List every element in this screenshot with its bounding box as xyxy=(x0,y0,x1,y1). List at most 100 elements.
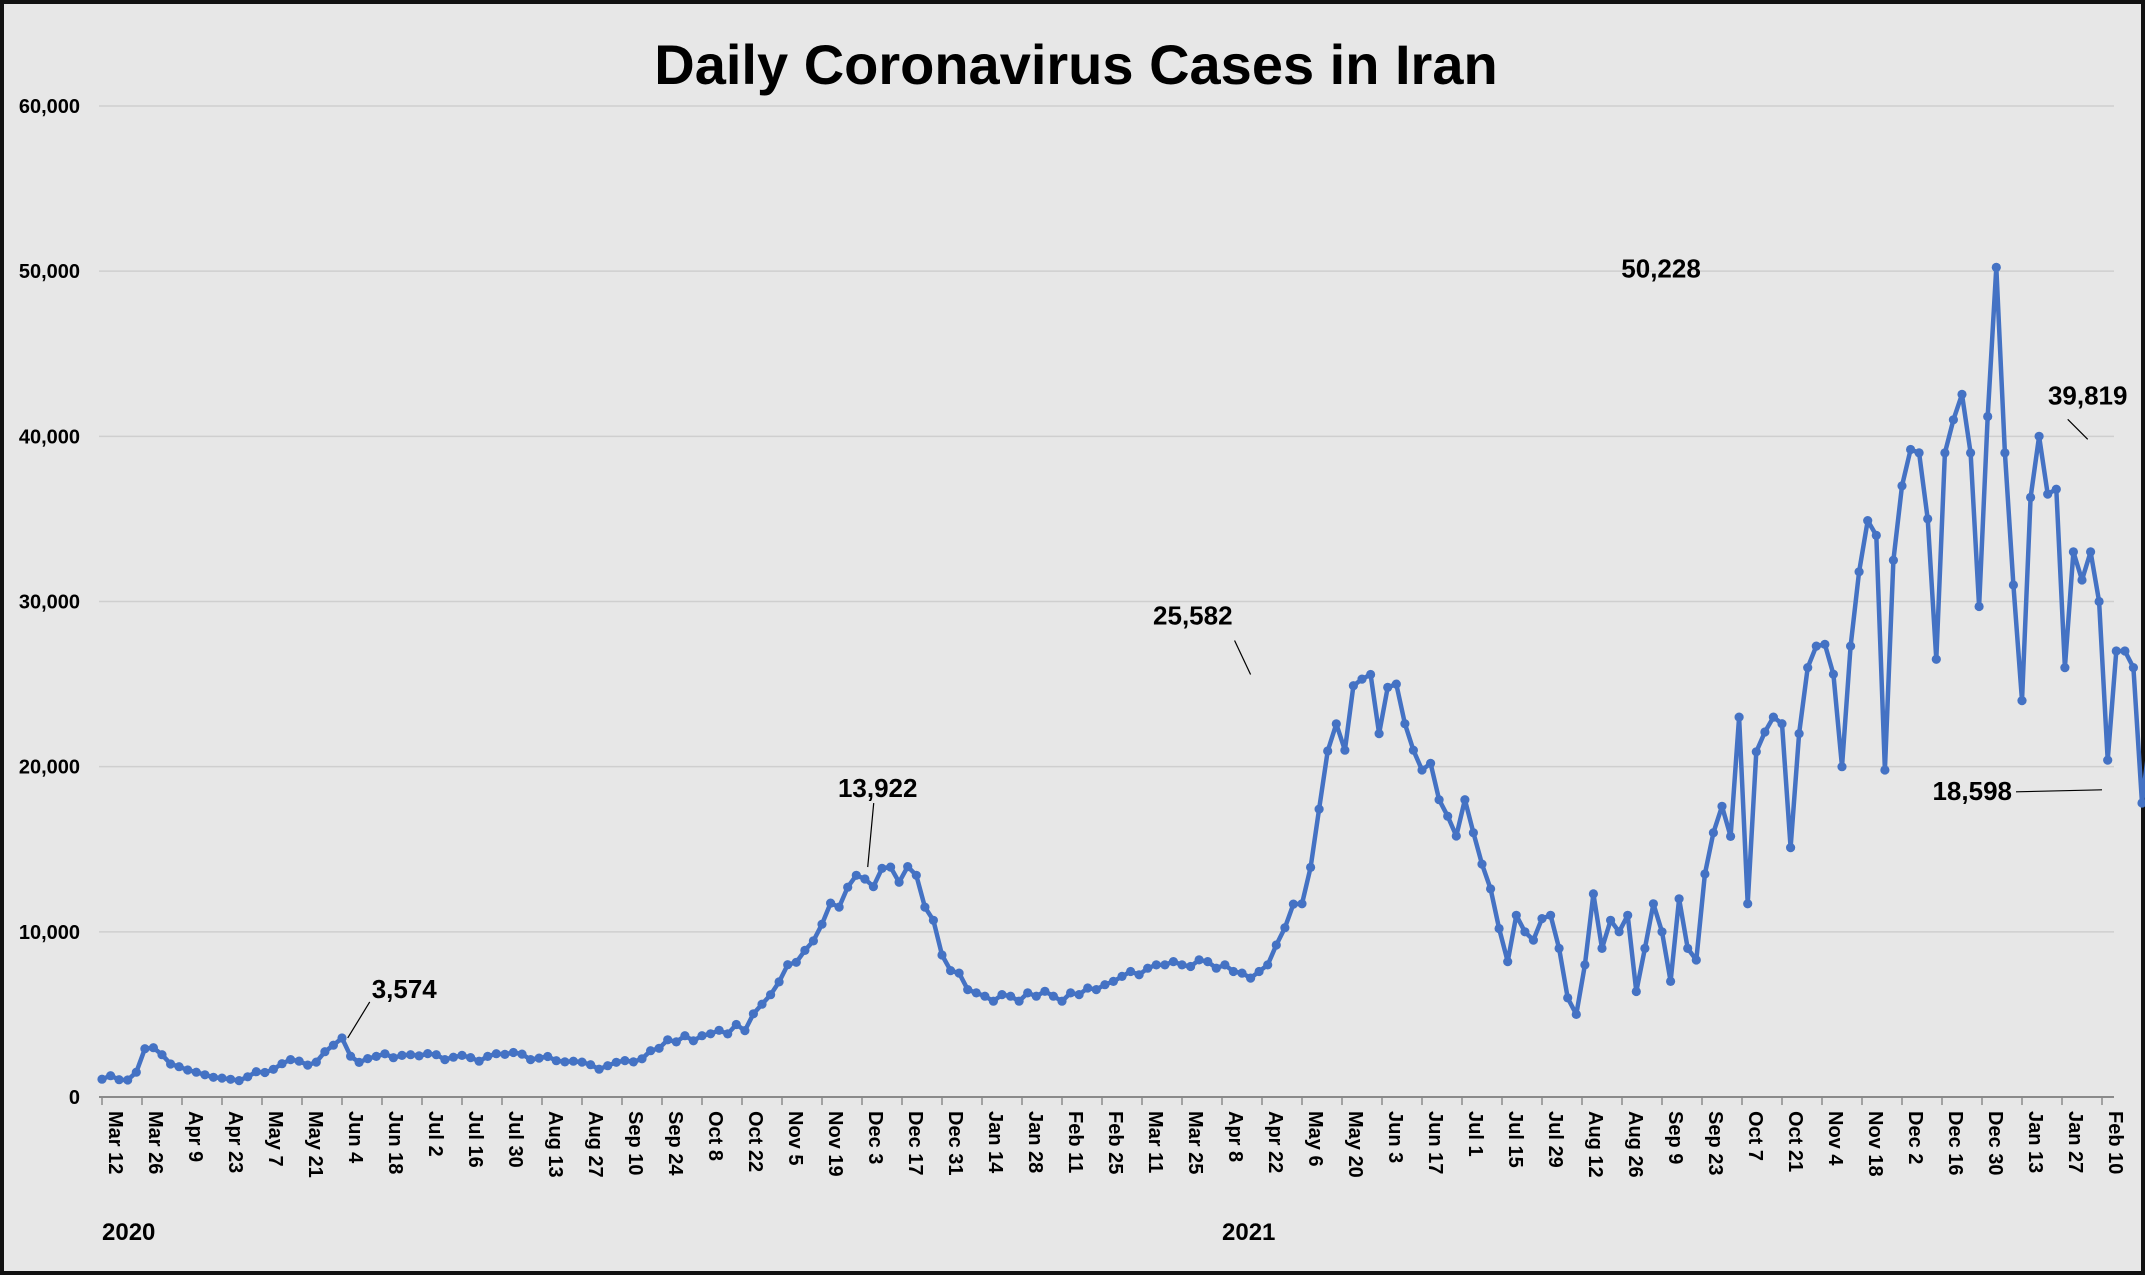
data-point xyxy=(1203,957,1213,967)
data-point xyxy=(97,1074,107,1084)
x-tick-label: Aug 26 xyxy=(1624,1111,1646,1178)
x-tick-label: Jun 18 xyxy=(384,1111,406,1174)
data-point xyxy=(483,1051,493,1061)
data-point xyxy=(397,1050,407,1060)
data-point xyxy=(1991,262,2001,272)
data-point xyxy=(140,1044,150,1054)
series-markers xyxy=(97,262,2145,1086)
data-point xyxy=(2077,575,2087,585)
data-point xyxy=(226,1074,236,1084)
x-tick-label: Dec 2 xyxy=(1904,1111,1926,1164)
data-point xyxy=(200,1070,210,1080)
x-tick-label: Jul 16 xyxy=(464,1111,486,1168)
data-point xyxy=(1803,663,1813,673)
data-point xyxy=(328,1040,338,1050)
data-point xyxy=(1563,993,1573,1003)
data-point xyxy=(1511,910,1521,920)
data-point xyxy=(1168,957,1178,967)
data-point xyxy=(783,960,793,970)
data-point xyxy=(2000,448,2010,458)
data-point xyxy=(1186,961,1196,972)
y-tick-label: 10,000 xyxy=(19,922,80,944)
data-point xyxy=(294,1056,304,1066)
data-point xyxy=(774,977,784,987)
x-tick-label: Mar 25 xyxy=(1184,1111,1206,1174)
data-point xyxy=(131,1067,141,1077)
x-tick-label: Nov 4 xyxy=(1824,1111,1846,1166)
callout-label: 3,574 xyxy=(372,974,438,1004)
data-point xyxy=(1623,910,1633,920)
data-point xyxy=(406,1050,416,1060)
data-point xyxy=(1100,980,1110,990)
data-point xyxy=(1588,889,1598,899)
data-point xyxy=(388,1053,398,1063)
data-point xyxy=(603,1061,613,1071)
data-point xyxy=(114,1075,124,1085)
data-point xyxy=(1580,960,1590,970)
data-point xyxy=(363,1054,373,1064)
data-point xyxy=(2111,646,2121,656)
x-tick-label: Nov 18 xyxy=(1864,1111,1886,1177)
data-point xyxy=(1306,862,1316,873)
data-point xyxy=(526,1055,536,1065)
data-point xyxy=(1246,973,1256,983)
data-point xyxy=(1340,745,1350,755)
data-point xyxy=(697,1031,707,1041)
data-point xyxy=(1974,601,1984,612)
data-point xyxy=(423,1049,433,1059)
data-point xyxy=(988,996,999,1006)
data-point xyxy=(1383,682,1393,693)
callout-label: 50,228 xyxy=(1621,253,1701,283)
gridlines xyxy=(99,105,2114,933)
data-point xyxy=(894,877,904,887)
x-tick-label: Aug 27 xyxy=(584,1111,606,1178)
x-tick-label: Feb 10 xyxy=(2104,1111,2126,1174)
data-point xyxy=(303,1060,313,1070)
data-point xyxy=(731,1019,741,1030)
data-point xyxy=(500,1049,510,1059)
data-point xyxy=(1108,976,1118,987)
data-point xyxy=(311,1057,321,1067)
data-point xyxy=(1057,996,1067,1006)
callout-leader xyxy=(347,1001,371,1039)
data-point xyxy=(2137,798,2145,808)
data-point xyxy=(1288,899,1298,909)
data-point xyxy=(534,1053,544,1063)
data-point xyxy=(1297,899,1307,909)
data-point xyxy=(217,1073,227,1083)
data-point xyxy=(1117,971,1127,982)
data-point xyxy=(1931,654,1941,664)
data-point xyxy=(851,870,861,880)
data-point xyxy=(791,957,801,967)
data-point xyxy=(1528,935,1538,945)
data-point xyxy=(1031,991,1041,1001)
y-tick-label: 50,000 xyxy=(19,261,80,283)
x-tick-label: Jul 1 xyxy=(1464,1111,1486,1157)
data-point xyxy=(2043,489,2053,499)
data-point xyxy=(1966,448,1976,458)
x-tick-label: Jun 4 xyxy=(344,1111,366,1164)
data-point xyxy=(946,966,956,976)
x-tick-label: Dec 31 xyxy=(944,1111,966,1176)
data-point xyxy=(1211,963,1221,973)
data-point xyxy=(1323,746,1333,756)
data-point xyxy=(1554,943,1564,954)
data-point xyxy=(2026,492,2036,502)
data-point xyxy=(1906,444,1916,455)
data-point xyxy=(1888,555,1898,565)
data-point xyxy=(440,1055,450,1065)
data-point xyxy=(723,1029,733,1039)
data-point xyxy=(1648,899,1658,909)
data-point xyxy=(1700,869,1710,879)
data-point xyxy=(1854,567,1864,577)
data-point xyxy=(1571,1009,1581,1020)
data-point xyxy=(1486,884,1496,894)
y-tick-label: 20,000 xyxy=(19,757,80,779)
data-point xyxy=(1177,960,1187,970)
data-point xyxy=(346,1051,356,1061)
data-point xyxy=(183,1065,193,1075)
data-point xyxy=(1503,957,1513,967)
callout-label: 18,598 xyxy=(1932,776,2012,806)
data-point xyxy=(706,1029,716,1039)
